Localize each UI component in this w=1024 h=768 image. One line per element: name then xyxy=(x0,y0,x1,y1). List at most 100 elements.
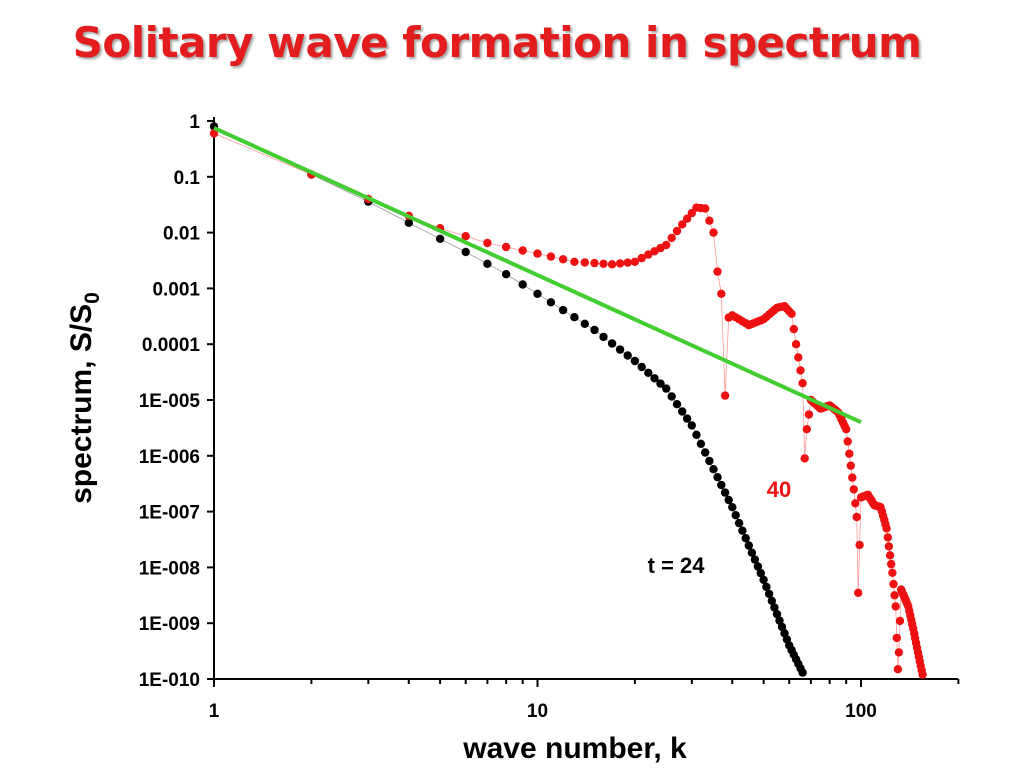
data-point xyxy=(720,391,730,400)
data-point xyxy=(887,559,896,569)
data-point xyxy=(717,480,726,490)
y-tick-label: 0.001 xyxy=(152,279,200,300)
data-point xyxy=(558,255,568,264)
data-point xyxy=(791,340,801,349)
data-point xyxy=(662,240,671,250)
data-point xyxy=(775,616,784,625)
data-point xyxy=(705,216,714,225)
data-point xyxy=(741,534,750,543)
data-point xyxy=(678,407,687,416)
data-point xyxy=(889,579,898,589)
y-axis-label: spectrum, S/S0 xyxy=(65,292,104,504)
series-power-law-fit xyxy=(213,126,862,425)
data-point xyxy=(662,384,671,393)
data-point xyxy=(501,242,511,252)
data-point xyxy=(546,252,556,261)
data-point xyxy=(895,616,905,626)
data-point xyxy=(615,259,625,268)
data-point xyxy=(794,353,803,362)
x-tick-label: 100 xyxy=(845,701,877,722)
data-point xyxy=(753,562,763,571)
data-point xyxy=(777,622,787,632)
y-tick-label: 1E-006 xyxy=(139,447,200,468)
data-point xyxy=(607,260,617,269)
data-point xyxy=(888,568,897,577)
y-tick-label: 1E-007 xyxy=(139,503,200,524)
data-point xyxy=(796,366,805,375)
x-tick-label: 1 xyxy=(209,701,220,722)
data-point xyxy=(483,259,492,268)
data-point xyxy=(615,345,625,354)
data-point xyxy=(590,258,599,268)
data-point xyxy=(893,665,903,674)
data-point xyxy=(744,541,753,550)
x-tick-label: 10 xyxy=(527,701,548,722)
data-point xyxy=(891,602,900,611)
data-point xyxy=(762,582,771,592)
data-point xyxy=(533,289,542,298)
data-point xyxy=(558,305,568,315)
data-point xyxy=(630,356,640,366)
data-point xyxy=(849,485,858,494)
data-point xyxy=(630,257,640,266)
tick-labels: 1 0.1 0.01 0.001 0.0001 1E-005 1E-006 1E-007 1E-… xyxy=(139,112,877,722)
data-point xyxy=(687,208,696,218)
data-point xyxy=(570,313,579,322)
data-point xyxy=(546,298,556,307)
data-point xyxy=(667,392,676,401)
data-point xyxy=(883,533,892,542)
data-point xyxy=(731,511,740,520)
data-point xyxy=(764,589,774,599)
data-point xyxy=(845,449,854,458)
data-point xyxy=(672,400,682,409)
data-point xyxy=(599,332,608,342)
data-point xyxy=(882,524,891,533)
data-point xyxy=(682,214,692,223)
data-point xyxy=(709,228,718,237)
data-point xyxy=(894,648,904,657)
data-point xyxy=(404,218,413,227)
data-point xyxy=(756,569,765,578)
data-point xyxy=(770,603,779,612)
y-tick-label: 0.01 xyxy=(163,224,200,245)
data-point xyxy=(772,609,782,619)
data-point xyxy=(854,588,863,597)
data-point xyxy=(855,540,864,550)
data-point xyxy=(701,448,710,457)
data-point xyxy=(644,250,653,259)
data-point xyxy=(890,591,899,600)
data-point xyxy=(461,247,470,257)
x-axis-label: wave number, k xyxy=(462,732,687,765)
data-point xyxy=(435,234,445,243)
y-tick-label: 1E-008 xyxy=(139,558,200,579)
y-axis-label-main: spectrum, S/S xyxy=(65,304,98,504)
data-point xyxy=(728,503,737,512)
data-point xyxy=(802,425,811,434)
data-point xyxy=(696,439,706,448)
data-point xyxy=(709,465,718,474)
y-tick-label: 1 xyxy=(189,112,200,133)
data-point xyxy=(518,246,527,255)
y-tick-label: 0.1 xyxy=(174,168,201,189)
data-point xyxy=(501,270,511,279)
data-point xyxy=(580,258,589,267)
data-point xyxy=(759,575,768,584)
data-point xyxy=(747,548,757,557)
data-point xyxy=(852,512,861,522)
data-point xyxy=(787,309,796,318)
data-point xyxy=(798,668,807,677)
data-point xyxy=(607,339,617,348)
data-point xyxy=(738,526,747,535)
data-point xyxy=(724,495,733,505)
data-point xyxy=(892,633,901,643)
y-tick-label: 0.0001 xyxy=(142,335,201,356)
annotation-t24: t = 24 xyxy=(648,553,706,578)
data-point xyxy=(518,280,527,289)
data-point xyxy=(851,499,860,508)
y-tick-label: 1E-005 xyxy=(139,391,201,412)
data-point xyxy=(884,542,894,551)
data-point xyxy=(599,259,608,268)
data-point xyxy=(623,351,632,360)
series-connector xyxy=(213,126,803,673)
